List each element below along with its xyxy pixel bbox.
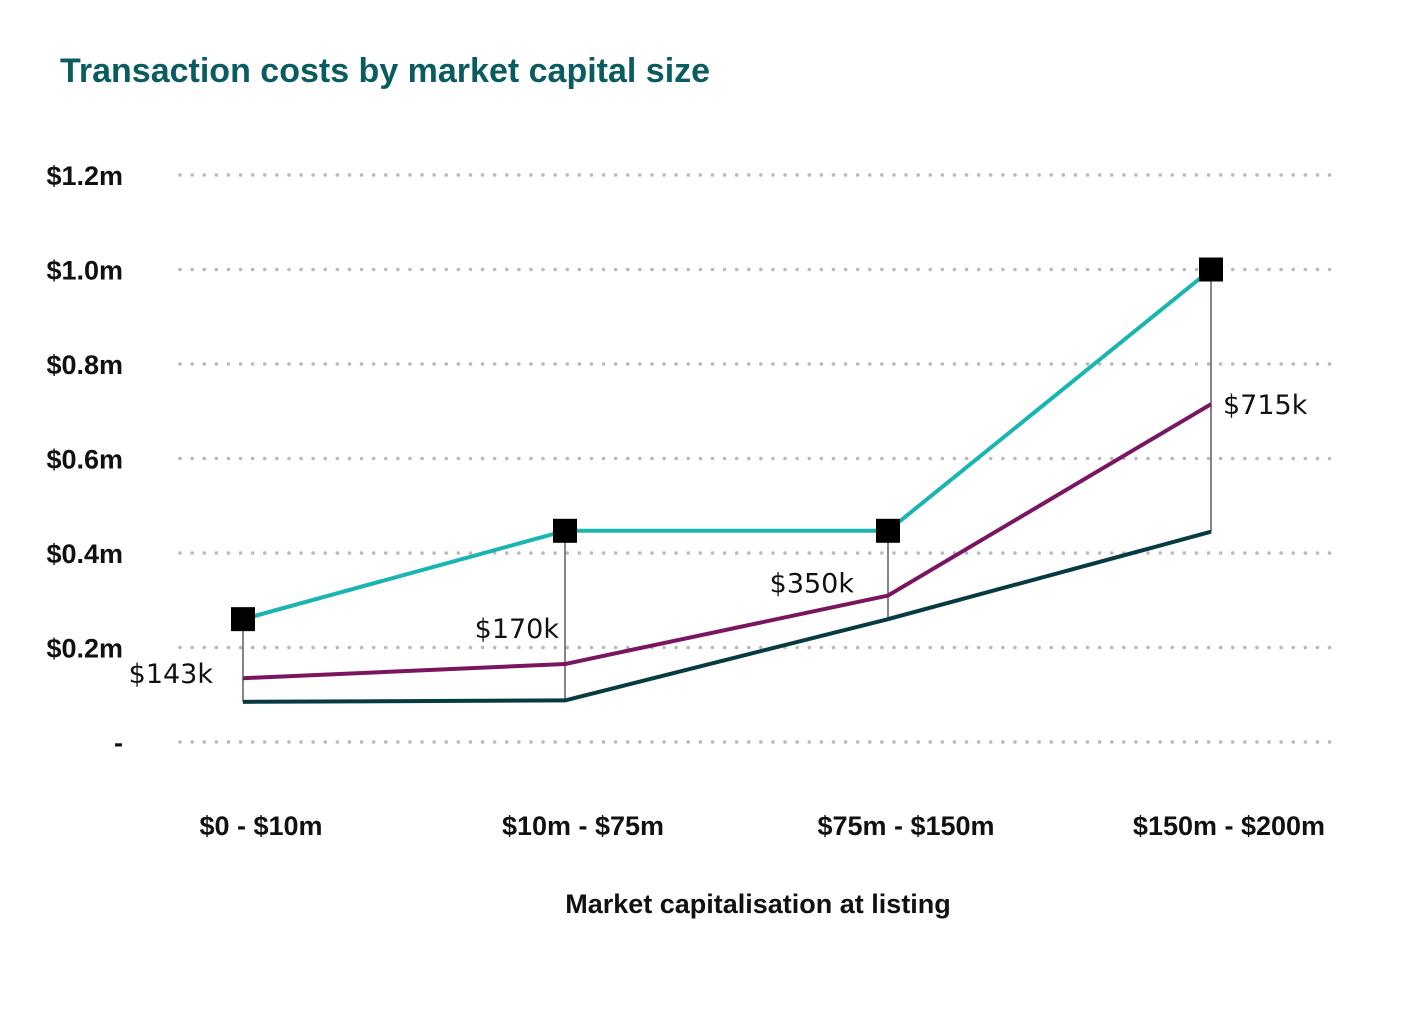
y-tick-label: $0.2m xyxy=(46,634,123,664)
y-tick-label: $1.2m xyxy=(46,161,123,191)
data-label: $170k xyxy=(475,614,560,645)
series-lines xyxy=(242,267,1213,704)
data-label: $715k xyxy=(1223,390,1308,421)
square-marker xyxy=(1199,257,1223,282)
x-tick-label: $150m - $200m xyxy=(1133,811,1325,841)
y-tick-label: - xyxy=(114,728,123,758)
y-axis-ticks: - $0.2m $0.4m $0.6m $0.8m $1.0m $1.2m xyxy=(46,161,123,758)
square-marker xyxy=(876,518,900,543)
y-tick-label: $0.8m xyxy=(46,350,123,380)
y-tick-label: $1.0m xyxy=(46,256,123,286)
x-axis-label: Market capitalisation at listing xyxy=(565,889,951,919)
data-label: $143k xyxy=(129,659,214,690)
gridlines xyxy=(178,173,1342,744)
range-lines xyxy=(242,269,1212,702)
data-labels: $143k $170k $350k $715k xyxy=(129,390,1308,690)
series-line-mid xyxy=(242,402,1213,681)
square-marker xyxy=(231,607,255,632)
x-axis-ticks: $0 - $10m $10m - $75m $75m - $150m $150m - … xyxy=(199,811,1325,841)
chart-title: Transaction costs by market capital size xyxy=(60,52,711,90)
y-tick-label: $0.6m xyxy=(46,445,123,475)
x-tick-label: $0 - $10m xyxy=(199,811,322,841)
x-tick-label: $75m - $150m xyxy=(817,811,994,841)
markers xyxy=(231,257,1223,632)
series-line-high xyxy=(242,267,1213,622)
series-line-low xyxy=(242,529,1212,704)
square-marker xyxy=(553,518,577,543)
x-tick-label: $10m - $75m xyxy=(502,811,664,841)
data-label: $350k xyxy=(770,569,855,600)
y-tick-label: $0.4m xyxy=(46,539,123,569)
